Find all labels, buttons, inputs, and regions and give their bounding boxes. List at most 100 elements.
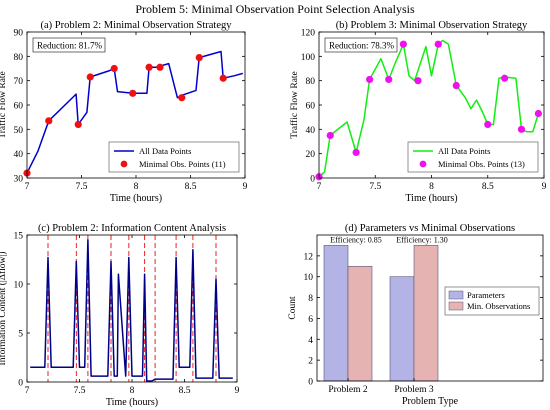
x-tick-label: 7: [25, 182, 30, 192]
y-tick-label: 60: [14, 102, 24, 112]
efficiency-label: Efficiency: 0.85: [330, 235, 381, 244]
x-tick-label: 9: [243, 182, 248, 192]
axes-border: [26, 234, 238, 383]
y-tick-label: 2: [308, 357, 313, 367]
y-tick-label: 0: [18, 379, 23, 389]
y-tick-label: 100: [301, 53, 316, 63]
y-tick-label: 8: [308, 294, 313, 304]
y-tick-label: 80: [14, 53, 24, 63]
y-tick-label: 80: [306, 77, 316, 87]
x-tick-label: Problem 3: [394, 385, 434, 395]
chart-title: (c) Problem 2: Information Content Analy…: [38, 223, 226, 234]
chart-title: (b) Problem 3: Minimal Observation Strat…: [336, 20, 528, 31]
x-tick-label: 8: [134, 182, 139, 192]
series-line-all-data: [26, 50, 243, 174]
y-tick-label: 0: [310, 175, 315, 185]
x-tick-label: 9: [542, 182, 547, 192]
panel-a: 7 7.5 8 8.5 9 30 40 50 60 70 80 90 (a) Problem 2: Mi…: [0, 20, 248, 204]
y-tick-label: 30: [14, 175, 24, 185]
chart-title: (a) Problem 2: Minimal Observation Strat…: [40, 20, 232, 31]
efficiency-label: Efficiency: 1.30: [396, 235, 447, 244]
x-axis-label: Time (hours): [405, 193, 457, 204]
bar-parameters: [323, 245, 349, 382]
minimal-obs-point: [86, 73, 94, 81]
y-axis-label: Traffic Flow Rate: [0, 71, 8, 139]
bar-parameters: [389, 276, 415, 382]
y-tick-label: 40: [306, 126, 316, 136]
legend-label: All Data Points: [438, 146, 490, 156]
x-tick-label: 8.5: [179, 386, 191, 396]
minimal-obs-point: [452, 81, 460, 90]
legend-label: All Data Points: [139, 146, 191, 156]
x-tick-label: 7.5: [74, 386, 86, 396]
x-tick-label: 7: [317, 182, 322, 192]
legend-label: Minimal Obs. Points (11): [139, 159, 226, 169]
x-axis-label: Time (hours): [110, 193, 162, 204]
minimal-obs-point: [434, 40, 442, 48]
panel-c: 7 7.5 8 8.5 9 0 5 10 15 (c) Problem 2: Informatio…: [0, 223, 240, 408]
x-axis-label: Problem Type: [402, 396, 459, 407]
information-content-line: [30, 239, 233, 382]
minimal-obs-point: [45, 117, 53, 125]
y-tick-label: 40: [14, 150, 24, 160]
y-tick-label: 10: [14, 281, 24, 291]
minimal-obs-point: [110, 64, 118, 73]
annotation-box: [32, 37, 106, 53]
bar-min-observations: [347, 265, 373, 382]
x-tick-label: 8.5: [185, 182, 197, 192]
minimal-obs-point: [484, 120, 492, 129]
legend-label: Min. Observations: [467, 301, 530, 311]
minimal-obs-point: [399, 40, 407, 48]
x-tick-label: 8: [429, 182, 434, 192]
minimal-obs-point: [352, 148, 360, 157]
x-tick-label: 7: [25, 386, 30, 396]
x-tick-label: 7.5: [369, 182, 381, 192]
x-axis-label: Time (hours): [106, 397, 158, 408]
minimal-obs-point: [534, 109, 542, 118]
axes-border: [316, 234, 544, 382]
legend-box: [108, 141, 240, 173]
y-tick-label: 60: [306, 102, 316, 112]
annotation-text: Reduction: 78.3%: [329, 41, 394, 51]
y-tick-label: 90: [14, 29, 24, 39]
figure-suptitle: Problem 5: Minimal Observation Point Sel…: [135, 2, 415, 16]
axes-border: [318, 31, 545, 179]
minimal-obs-point: [366, 75, 374, 84]
y-tick-label: 6: [308, 315, 313, 325]
minimal-obs-point: [178, 94, 186, 102]
y-tick-label: 50: [14, 126, 24, 136]
minimal-obs-point: [326, 131, 334, 140]
y-tick-label: 5: [18, 330, 23, 340]
panel-b: 7 7.5 8 8.5 9 0 20 40 60 80 100 120 (b) Problem 3: M…: [289, 20, 547, 204]
bar-min-observations: [413, 245, 439, 382]
legend-marker-swatch: [120, 160, 128, 168]
y-tick-label: 10: [304, 273, 314, 283]
x-tick-label: 8.5: [482, 182, 494, 192]
x-tick-label: Problem 2: [328, 385, 368, 395]
legend-label: Minimal Obs. Points (13): [438, 159, 525, 169]
chart-title: (d) Parameters vs Minimal Observations: [345, 223, 515, 234]
minimal-obs-point: [385, 75, 393, 84]
minimal-obs-point: [414, 77, 422, 85]
minimal-obs-point: [129, 89, 137, 97]
y-axis-label: Traffic Flow Rate: [289, 71, 300, 139]
legend-swatch: [448, 301, 464, 311]
annotation-text: Reduction: 81.7%: [37, 41, 102, 51]
x-tick-label: 9: [235, 386, 240, 396]
y-tick-label: 15: [14, 232, 24, 242]
minimal-obs-point: [219, 74, 227, 82]
y-tick-label: 12: [304, 252, 314, 262]
minimal-obs-point: [145, 63, 153, 71]
x-tick-label: 8: [130, 386, 135, 396]
minimal-obs-point: [501, 74, 509, 82]
minimal-obs-point: [195, 53, 203, 62]
y-axis-label: Information Content (|Δflow|): [0, 252, 8, 366]
legend-label: Parameters: [467, 290, 505, 300]
y-tick-label: 0: [308, 378, 313, 388]
minimal-obs-point: [156, 63, 164, 71]
y-tick-label: 4: [308, 336, 313, 346]
y-axis-label: Count: [288, 296, 298, 320]
minimal-obs-point: [517, 125, 526, 133]
y-tick-label: 20: [306, 150, 316, 160]
